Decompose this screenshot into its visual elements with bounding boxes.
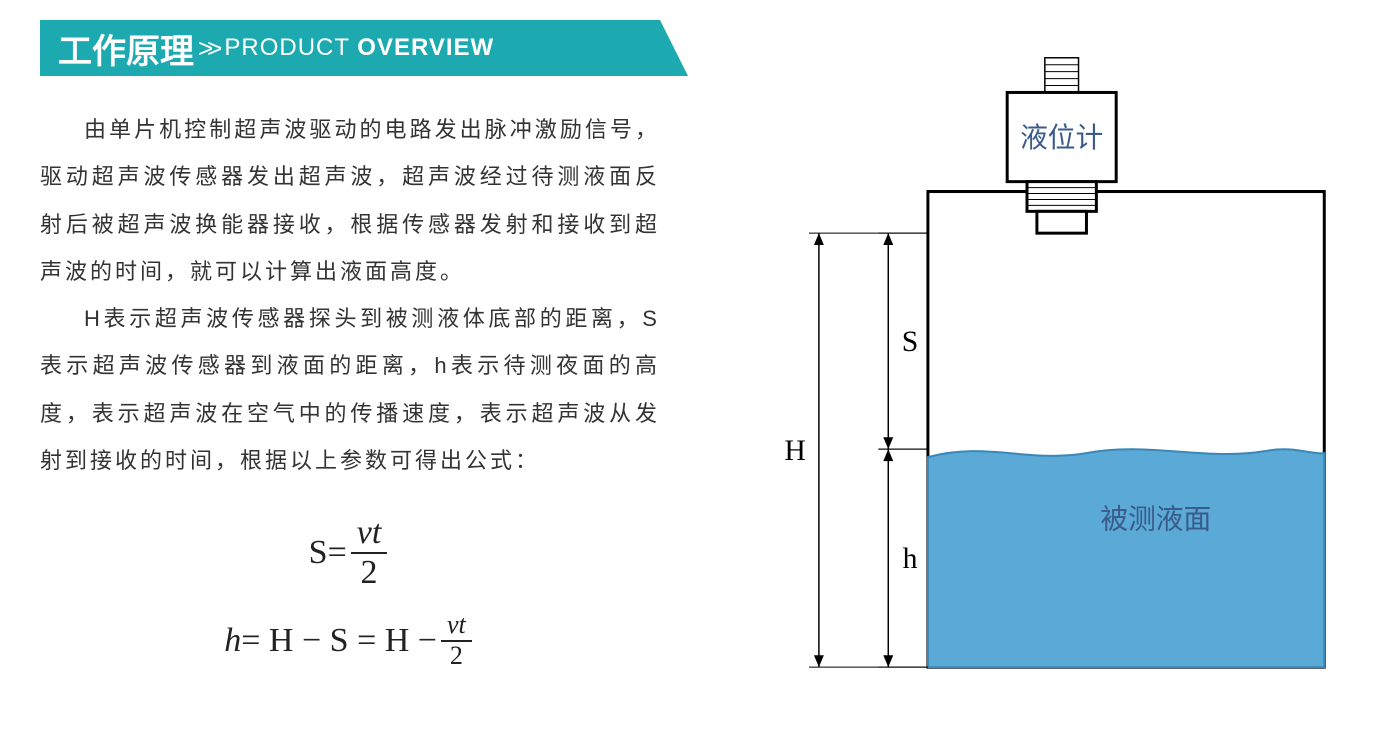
body-text: 由单片机控制超声波驱动的电路发出脉冲激励信号，驱动超声波传感器发出超声波，超声波…: [40, 106, 660, 484]
header-title-cn: 工作原理: [58, 24, 194, 73]
svg-text:液位计: 液位计: [1020, 123, 1103, 154]
svg-text:被测液面: 被测液面: [1100, 504, 1211, 535]
formula-2: h = H − S = H − vt 2: [224, 611, 475, 670]
chevron-icon: >>: [198, 33, 216, 64]
paragraph-1: 由单片机控制超声波驱动的电路发出脉冲激励信号，驱动超声波传感器发出超声波，超声波…: [40, 106, 660, 295]
svg-text:S: S: [902, 326, 919, 358]
paragraph-2: H表示超声波传感器探头到被测液体底部的距离，S表示超声波传感器到液面的距离，h表…: [40, 295, 660, 484]
fraction-1: vt 2: [351, 514, 388, 591]
formula-block: S = vt 2 h = H − S = H − vt 2: [40, 514, 660, 670]
level-sensor-diagram: 液位计 H S h 被测液面: [700, 20, 1354, 700]
svg-text:H: H: [784, 435, 805, 467]
svg-text:h: h: [903, 543, 918, 575]
left-content: 工作原理 >> PRODUCT OVERVIEW 由单片机控制超声波驱动的电路发…: [40, 20, 660, 700]
fraction-2: vt 2: [441, 611, 472, 670]
section-header: 工作原理 >> PRODUCT OVERVIEW: [40, 20, 660, 76]
header-title-en: PRODUCT OVERVIEW: [224, 34, 494, 62]
formula-1: S = vt 2: [309, 514, 392, 591]
diagram-container: 液位计 H S h 被测液面: [700, 20, 1354, 700]
